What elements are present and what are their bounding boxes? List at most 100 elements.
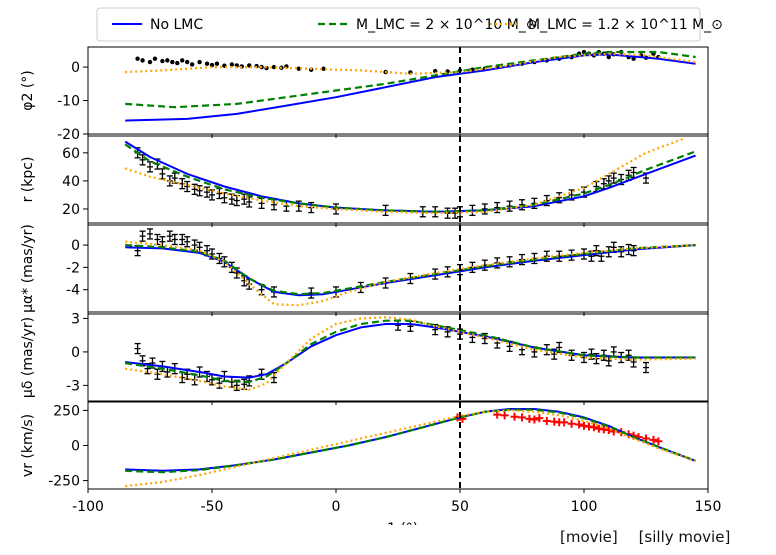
data-point — [204, 61, 210, 66]
rv-point — [542, 416, 551, 425]
panel-pmdec: -3 0 3 μδ (mas/yr) — [20, 311, 709, 405]
data-point — [165, 58, 170, 63]
x-axis: -100 -50 0 50 100 150 φ1 (°) — [72, 499, 721, 525]
data-point — [180, 58, 185, 63]
movie-link[interactable]: [movie] — [560, 528, 618, 546]
data-point — [147, 59, 153, 65]
rv-point — [575, 420, 584, 429]
series-line-no-lmc — [124, 140, 696, 213]
data-point — [166, 230, 173, 242]
data-point — [506, 200, 513, 212]
silly-movie-link[interactable]: [silly movie] — [638, 528, 731, 546]
y-axis-label-pmra: μα* (mas/yr) — [20, 224, 36, 313]
rv-point — [530, 415, 539, 424]
legend-label-2: M_LMC = 2 × 10^10 M_⊙ — [356, 17, 538, 33]
series-line-m-lmc-2-10-10-m — [124, 143, 696, 213]
y-tick-label: 250 — [53, 403, 80, 419]
data-point — [152, 56, 158, 61]
data-point — [214, 61, 220, 66]
y-tick-label: 0 — [71, 439, 80, 455]
x-tick-label: 50 — [451, 499, 469, 515]
panel-frame — [87, 135, 709, 224]
y-axis-label-phi2: φ2 (°) — [20, 70, 36, 111]
y-axis-label-r: r (kpc) — [20, 157, 36, 203]
data-point — [160, 58, 165, 64]
panel-r: 20 40 60 r (kpc) — [20, 135, 709, 227]
x-tick-label: -100 — [72, 499, 104, 515]
data-point — [283, 200, 290, 212]
data-point — [444, 326, 451, 338]
panel-frame — [87, 313, 709, 402]
rv-point — [560, 418, 569, 427]
data-point — [481, 203, 488, 215]
series-line-m-lmc-2-10-10-m — [125, 244, 696, 296]
data-point — [147, 161, 153, 173]
data-point — [209, 189, 215, 201]
y-tick-label: 0 — [71, 60, 80, 76]
series-line-m-lmc-1-2-10-11-m — [125, 409, 696, 488]
data-point — [197, 59, 202, 65]
data-point — [191, 239, 198, 251]
data-point — [179, 233, 186, 246]
data-point — [139, 230, 146, 242]
x-tick-label: 100 — [571, 499, 598, 515]
data-point — [147, 228, 153, 240]
data-point — [221, 192, 228, 204]
data-point — [159, 168, 166, 180]
y-tick-label: -2 — [66, 260, 80, 276]
series-line-m-lmc-2-10-10-m — [125, 408, 696, 474]
legend-box — [96, 7, 701, 42]
series-line-no-lmc — [125, 323, 696, 379]
rv-point — [654, 437, 663, 446]
x-axis-label: φ1 (°) — [378, 521, 419, 525]
data-point — [407, 320, 414, 332]
data-point — [189, 62, 195, 67]
y-tick-label: 40 — [62, 174, 80, 190]
x-tick-label: 150 — [695, 499, 722, 515]
data-point — [184, 236, 191, 248]
y-tick-label: -3 — [66, 378, 80, 394]
series-line-m-lmc-1-2-10-11-m — [125, 52, 696, 75]
data-point — [216, 187, 223, 200]
series-line-no-lmc — [125, 244, 696, 297]
rv-point — [510, 412, 519, 421]
data-point — [171, 233, 178, 246]
y-axis-label-pmdec: μδ (mas/yr) — [20, 317, 36, 398]
data-point — [452, 207, 459, 219]
data-point — [241, 193, 248, 205]
x-tick-label: 0 — [332, 499, 341, 515]
y-tick-label: -250 — [48, 474, 80, 490]
rv-point — [535, 414, 544, 423]
rv-point — [493, 410, 502, 419]
legend-label-1: No LMC — [150, 17, 203, 33]
rv-point — [500, 411, 509, 420]
data-point — [296, 66, 301, 71]
rv-point — [518, 413, 526, 422]
y-tick-label: 20 — [62, 202, 80, 218]
data-point — [216, 377, 223, 389]
panel-frame — [87, 46, 709, 135]
data-point — [140, 58, 145, 63]
panel-vr: -250 0 250 vr (km/s) — [20, 401, 709, 493]
data-point — [606, 54, 611, 60]
data-point — [321, 66, 326, 71]
y-axis-label-vr: vr (km/s) — [20, 414, 36, 477]
data-point — [643, 361, 649, 374]
y-tick-label: 60 — [62, 146, 80, 162]
legend-label-3: M_LMC = 1.2 × 10^11 M_⊙ — [528, 17, 723, 33]
series-line-no-lmc — [125, 408, 696, 472]
series-line-m-lmc-1-2-10-11-m — [125, 316, 696, 391]
legend: No LMC M_LMC = 2 × 10^10 M_⊙M_LMC = 1.2 ×… — [96, 7, 723, 42]
data-point — [175, 60, 180, 66]
rv-point — [567, 419, 576, 428]
series-line-m-lmc-1-2-10-11-m — [124, 137, 684, 215]
y-tick-label: -20 — [57, 127, 80, 143]
series-line-m-lmc-1-2-10-11-m — [125, 240, 696, 307]
movie-links: [movie] [silly movie] — [560, 528, 746, 546]
data-point — [170, 59, 175, 65]
data-point — [185, 59, 190, 65]
data-point — [184, 180, 191, 193]
data-point — [229, 62, 235, 67]
rv-point — [589, 423, 598, 432]
